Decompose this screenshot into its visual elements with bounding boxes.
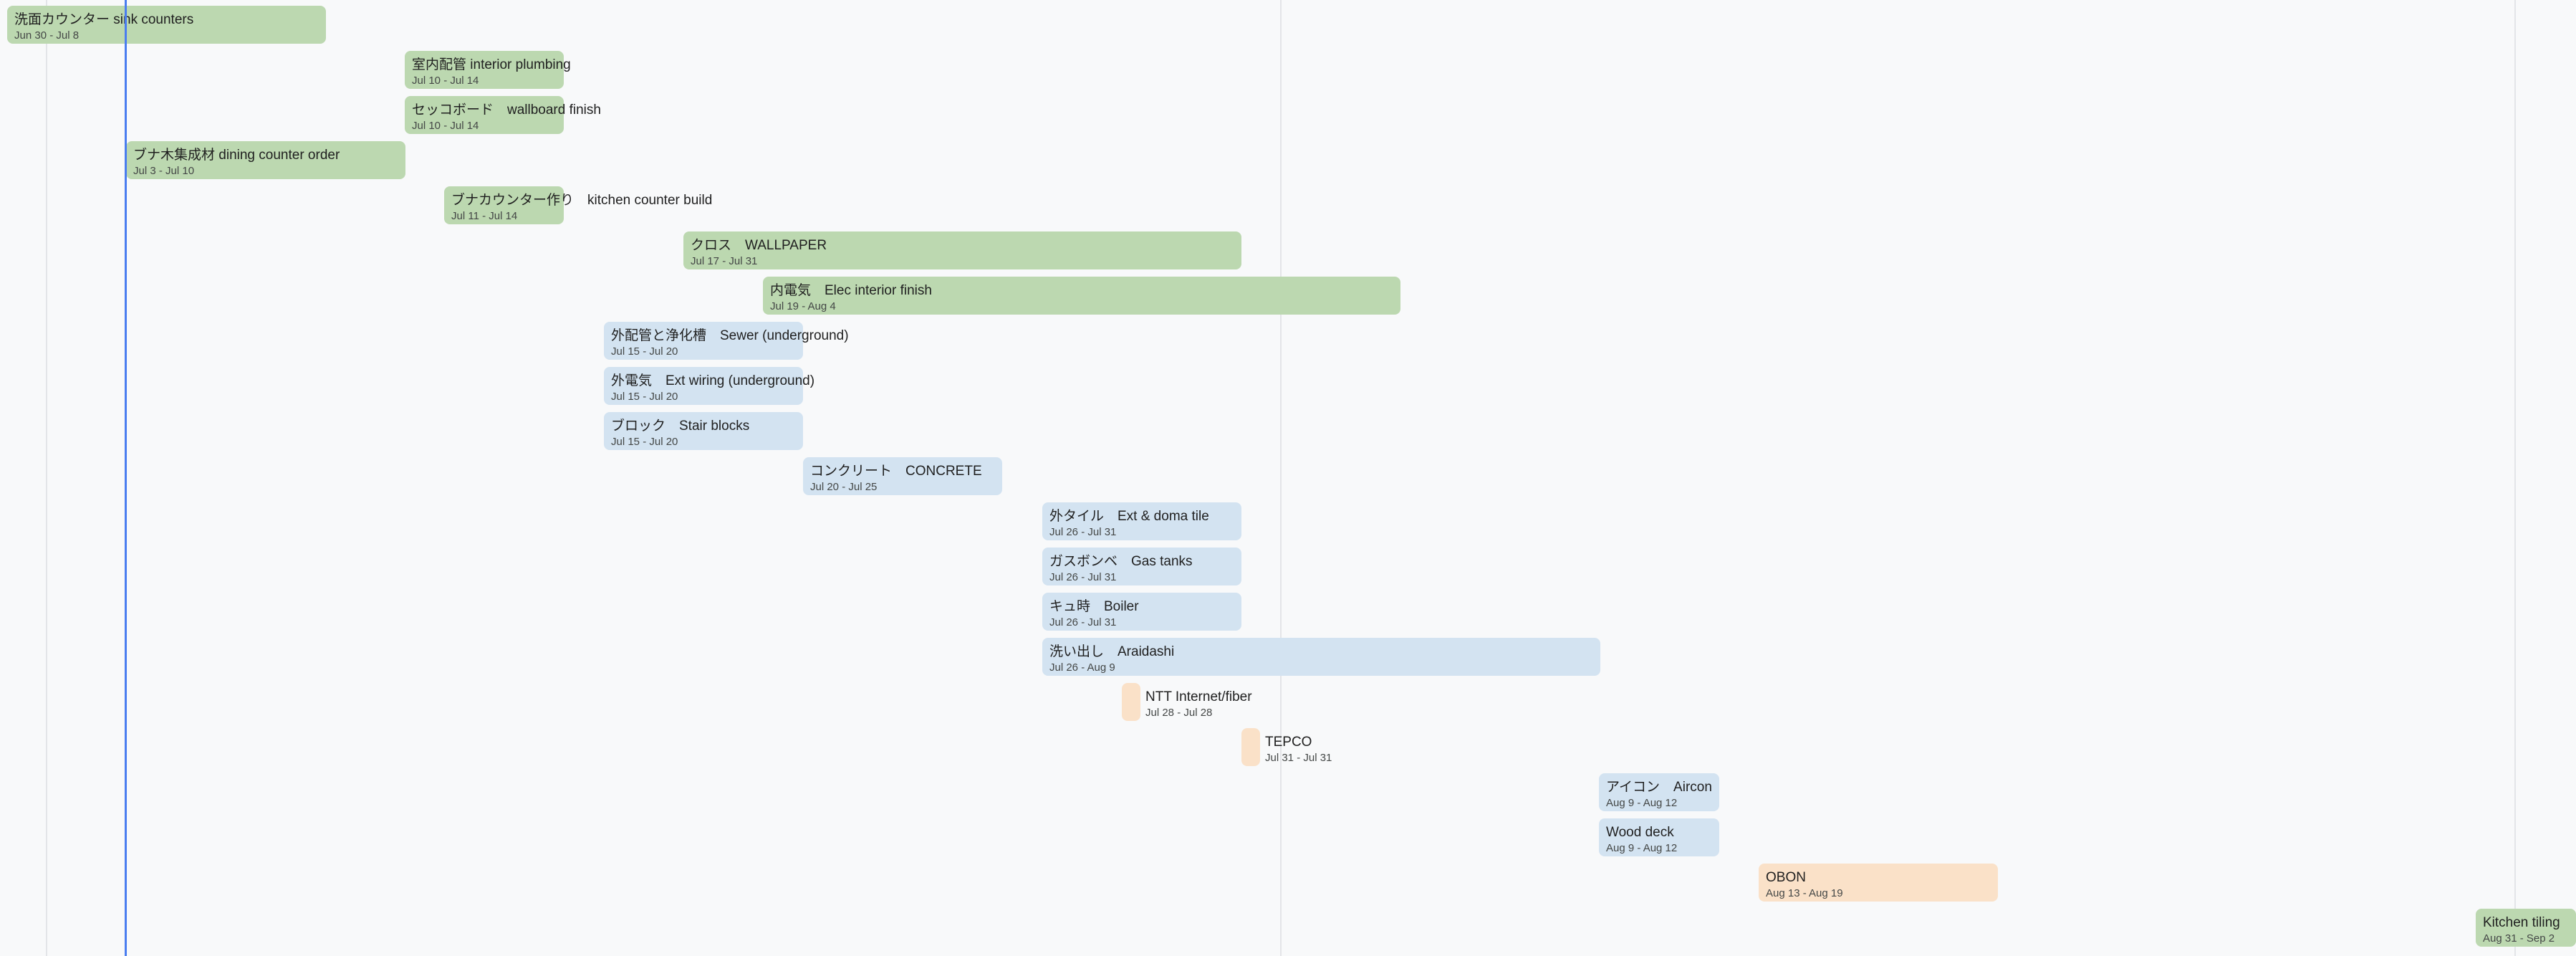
task-title: セッコボード wallboard finish bbox=[412, 102, 601, 118]
task-bar[interactable] bbox=[1759, 864, 1998, 902]
task-dates: Aug 9 - Aug 12 bbox=[1606, 797, 1678, 809]
task-dates: Jul 31 - Jul 31 bbox=[1265, 752, 1332, 764]
task-concrete[interactable]: コンクリート CONCRETE Jul 20 - Jul 25 bbox=[803, 457, 1002, 495]
task-wallpaper[interactable]: クロス WALLPAPER Jul 17 - Jul 31 bbox=[683, 231, 1241, 269]
task-dates: Jun 30 - Jul 8 bbox=[14, 29, 80, 42]
task-dates: Jul 19 - Aug 4 bbox=[770, 300, 836, 312]
task-bar[interactable] bbox=[2476, 909, 2576, 947]
task-title: 洗い出し Araidashi bbox=[1049, 644, 1175, 659]
task-bar[interactable] bbox=[1599, 773, 1719, 811]
task-dates: Jul 28 - Jul 28 bbox=[1145, 707, 1213, 719]
task-title: ブナ木集成材 dining counter order bbox=[133, 148, 340, 163]
today-marker-line bbox=[125, 0, 127, 956]
task-bar[interactable] bbox=[444, 186, 564, 224]
task-bar[interactable] bbox=[604, 412, 803, 450]
task-bar[interactable] bbox=[683, 231, 1241, 269]
task-gas-tanks[interactable]: ガスボンベ Gas tanks Jul 26 - Jul 31 bbox=[1042, 548, 1241, 585]
task-bar[interactable] bbox=[604, 322, 803, 360]
task-dates: Jul 3 - Jul 10 bbox=[133, 165, 195, 177]
task-boiler[interactable]: キュ時 Boiler Jul 26 - Jul 31 bbox=[1042, 593, 1241, 631]
task-title: 洗面カウンター sink counters bbox=[14, 12, 194, 27]
task-title: ガスボンベ Gas tanks bbox=[1049, 554, 1193, 569]
task-dates: Aug 9 - Aug 12 bbox=[1606, 842, 1678, 854]
task-bar[interactable] bbox=[763, 277, 1400, 315]
task-title: Wood deck bbox=[1606, 825, 1674, 840]
task-elec-interior-finish[interactable]: 内電気 Elec interior finish Jul 19 - Aug 4 bbox=[763, 277, 1400, 315]
task-title: 外配管と浄化槽 Sewer (underground) bbox=[611, 328, 849, 343]
task-title: 外電気 Ext wiring (underground) bbox=[611, 373, 815, 388]
task-bar[interactable] bbox=[1042, 638, 1600, 676]
task-dates: Jul 26 - Jul 31 bbox=[1049, 571, 1117, 583]
task-ntt-internet[interactable]: NTT Internet/fiber Jul 28 - Jul 28 bbox=[1122, 683, 1252, 721]
task-title: 室内配管 interior plumbing bbox=[412, 57, 571, 72]
task-ext-doma-tile[interactable]: 外タイル Ext & doma tile Jul 26 - Jul 31 bbox=[1042, 502, 1241, 540]
task-dates: Jul 15 - Jul 20 bbox=[611, 436, 678, 448]
task-araidashi[interactable]: 洗い出し Araidashi Jul 26 - Aug 9 bbox=[1042, 638, 1600, 676]
task-dates: Aug 31 - Sep 2 bbox=[2483, 932, 2555, 945]
task-dates: Aug 13 - Aug 19 bbox=[1766, 887, 1843, 899]
task-title: Kitchen tiling bbox=[2483, 915, 2560, 930]
task-title: 内電気 Elec interior finish bbox=[770, 283, 932, 298]
task-bar[interactable] bbox=[1042, 548, 1241, 585]
gridline bbox=[2514, 0, 2516, 956]
task-bar[interactable] bbox=[1241, 728, 1260, 766]
task-tepco[interactable]: TEPCO Jul 31 - Jul 31 bbox=[1241, 728, 1332, 766]
task-title: ブナカウンター作り kitchen counter build bbox=[451, 193, 713, 208]
task-bar[interactable] bbox=[1122, 683, 1140, 721]
task-wood-deck[interactable]: Wood deck Aug 9 - Aug 12 bbox=[1599, 818, 1719, 856]
task-dining-counter-order[interactable]: ブナ木集成材 dining counter order Jul 3 - Jul 1… bbox=[126, 141, 405, 179]
task-kitchen-counter-build[interactable]: ブナカウンター作り kitchen counter build Jul 11 - … bbox=[444, 186, 712, 224]
task-bar[interactable] bbox=[405, 96, 564, 134]
task-dates: Jul 15 - Jul 20 bbox=[611, 391, 678, 403]
task-stair-blocks[interactable]: ブロック Stair blocks Jul 15 - Jul 20 bbox=[604, 412, 803, 450]
task-obon[interactable]: OBON Aug 13 - Aug 19 bbox=[1759, 864, 1998, 902]
task-dates: Jul 10 - Jul 14 bbox=[412, 75, 479, 87]
task-sewer[interactable]: 外配管と浄化槽 Sewer (underground) Jul 15 - Jul … bbox=[604, 322, 849, 360]
task-title: クロス WALLPAPER bbox=[691, 238, 827, 253]
task-dates: Jul 10 - Jul 14 bbox=[412, 120, 479, 132]
task-title: NTT Internet/fiber bbox=[1145, 689, 1252, 704]
task-sink-counters[interactable]: 洗面カウンター sink counters Jun 30 - Jul 8 bbox=[7, 6, 326, 44]
task-title: TEPCO bbox=[1265, 735, 1312, 750]
task-bar[interactable] bbox=[405, 51, 564, 89]
task-dates: Jul 26 - Jul 31 bbox=[1049, 616, 1117, 628]
task-bar[interactable] bbox=[7, 6, 326, 44]
task-dates: Jul 20 - Jul 25 bbox=[810, 481, 878, 493]
task-ext-wiring[interactable]: 外電気 Ext wiring (underground) Jul 15 - Jul… bbox=[604, 367, 814, 405]
task-bar[interactable] bbox=[1042, 593, 1241, 631]
task-bar[interactable] bbox=[126, 141, 405, 179]
task-bar[interactable] bbox=[1042, 502, 1241, 540]
gridline bbox=[46, 0, 47, 956]
task-title: コンクリート CONCRETE bbox=[810, 464, 982, 479]
task-aircon[interactable]: アイコン Aircon Aug 9 - Aug 12 bbox=[1599, 773, 1719, 811]
task-dates: Jul 11 - Jul 14 bbox=[451, 210, 518, 222]
task-title: 外タイル Ext & doma tile bbox=[1049, 509, 1209, 524]
task-dates: Jul 17 - Jul 31 bbox=[691, 255, 758, 267]
task-dates: Jul 26 - Aug 9 bbox=[1049, 661, 1115, 674]
task-title: キュ時 Boiler bbox=[1049, 599, 1139, 614]
task-title: OBON bbox=[1766, 870, 1806, 885]
task-interior-plumbing[interactable]: 室内配管 interior plumbing Jul 10 - Jul 14 bbox=[405, 51, 571, 89]
task-bar[interactable] bbox=[803, 457, 1002, 495]
task-bar[interactable] bbox=[604, 367, 803, 405]
task-title: アイコン Aircon bbox=[1606, 780, 1712, 795]
task-bar[interactable] bbox=[1599, 818, 1719, 856]
task-dates: Jul 15 - Jul 20 bbox=[611, 345, 678, 358]
task-kitchen-tiling[interactable]: Kitchen tiling Aug 31 - Sep 2 bbox=[2476, 909, 2576, 947]
task-title: ブロック Stair blocks bbox=[611, 419, 750, 434]
task-wallboard-finish[interactable]: セッコボード wallboard finish Jul 10 - Jul 14 bbox=[405, 96, 601, 134]
task-dates: Jul 26 - Jul 31 bbox=[1049, 526, 1117, 538]
gridline bbox=[1280, 0, 1282, 956]
